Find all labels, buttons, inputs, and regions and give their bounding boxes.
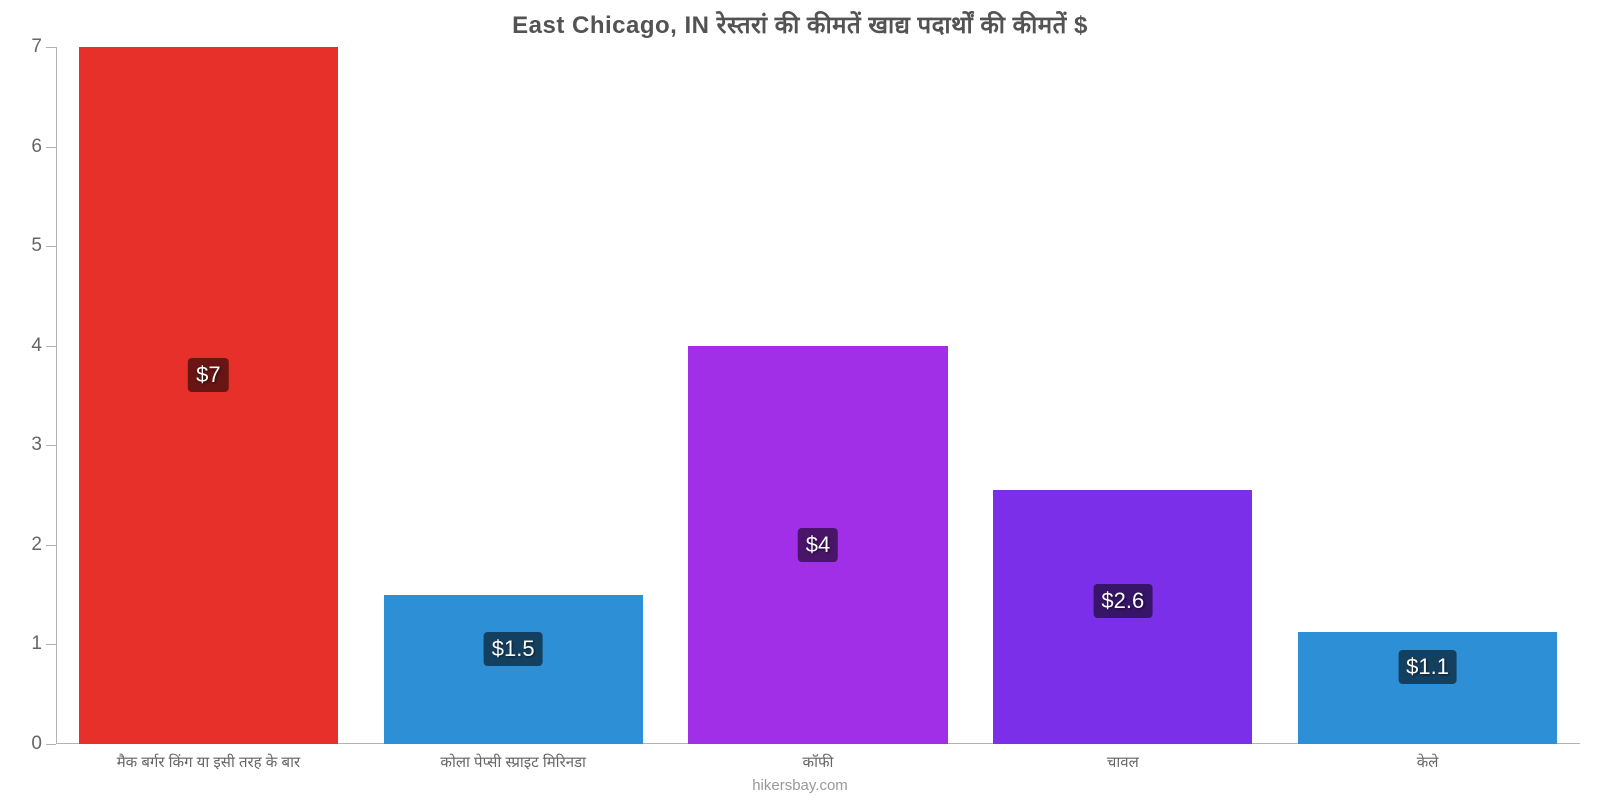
bar — [384, 595, 643, 744]
x-tick-label: चावल — [1107, 752, 1139, 772]
bar-slot: $7मैक बर्गर किंग या इसी तरह के बार — [56, 47, 361, 744]
bar-value-label: $1.1 — [1398, 650, 1457, 684]
y-tick — [46, 545, 56, 546]
bar-value-label: $1.5 — [484, 632, 543, 666]
bar-value-label: $7 — [188, 358, 228, 392]
y-tick-label: 7 — [31, 36, 42, 58]
y-tick — [46, 445, 56, 446]
y-tick-label: 6 — [31, 136, 42, 158]
y-tick — [46, 147, 56, 148]
y-tick-label: 4 — [31, 335, 42, 357]
y-tick-label: 0 — [31, 733, 42, 755]
y-tick — [46, 346, 56, 347]
price-chart: East Chicago, IN रेस्तरां की कीमतें खाद्… — [0, 0, 1600, 800]
bar-slot: $1.1केले — [1275, 47, 1580, 744]
x-tick-label: कॉफी — [803, 752, 834, 772]
y-tick-label: 1 — [31, 633, 42, 655]
bar-slot: $1.5कोला पेप्सी स्प्राइट मिरिनडा — [361, 47, 666, 744]
y-tick — [46, 246, 56, 247]
bar-slot: $4कॉफी — [666, 47, 971, 744]
plot-area: $7मैक बर्गर किंग या इसी तरह के बार$1.5को… — [56, 47, 1580, 744]
y-tick — [46, 644, 56, 645]
chart-title: East Chicago, IN रेस्तरां की कीमतें खाद्… — [0, 0, 1600, 47]
bar-slot: $2.6चावल — [970, 47, 1275, 744]
bar-value-label: $4 — [798, 528, 838, 562]
x-tick-label: केले — [1417, 752, 1439, 772]
y-tick-label: 5 — [31, 235, 42, 257]
x-tick-label: कोला पेप्सी स्प्राइट मिरिनडा — [440, 752, 586, 772]
y-tick-label: 3 — [31, 434, 42, 456]
bar — [79, 47, 338, 744]
y-tick — [46, 744, 56, 745]
bars-container: $7मैक बर्गर किंग या इसी तरह के बार$1.5को… — [56, 47, 1580, 744]
bar-value-label: $2.6 — [1093, 584, 1152, 618]
credit-text: hikersbay.com — [0, 777, 1600, 794]
y-tick-label: 2 — [31, 534, 42, 556]
x-tick-label: मैक बर्गर किंग या इसी तरह के बार — [117, 752, 300, 772]
y-tick — [46, 47, 56, 48]
